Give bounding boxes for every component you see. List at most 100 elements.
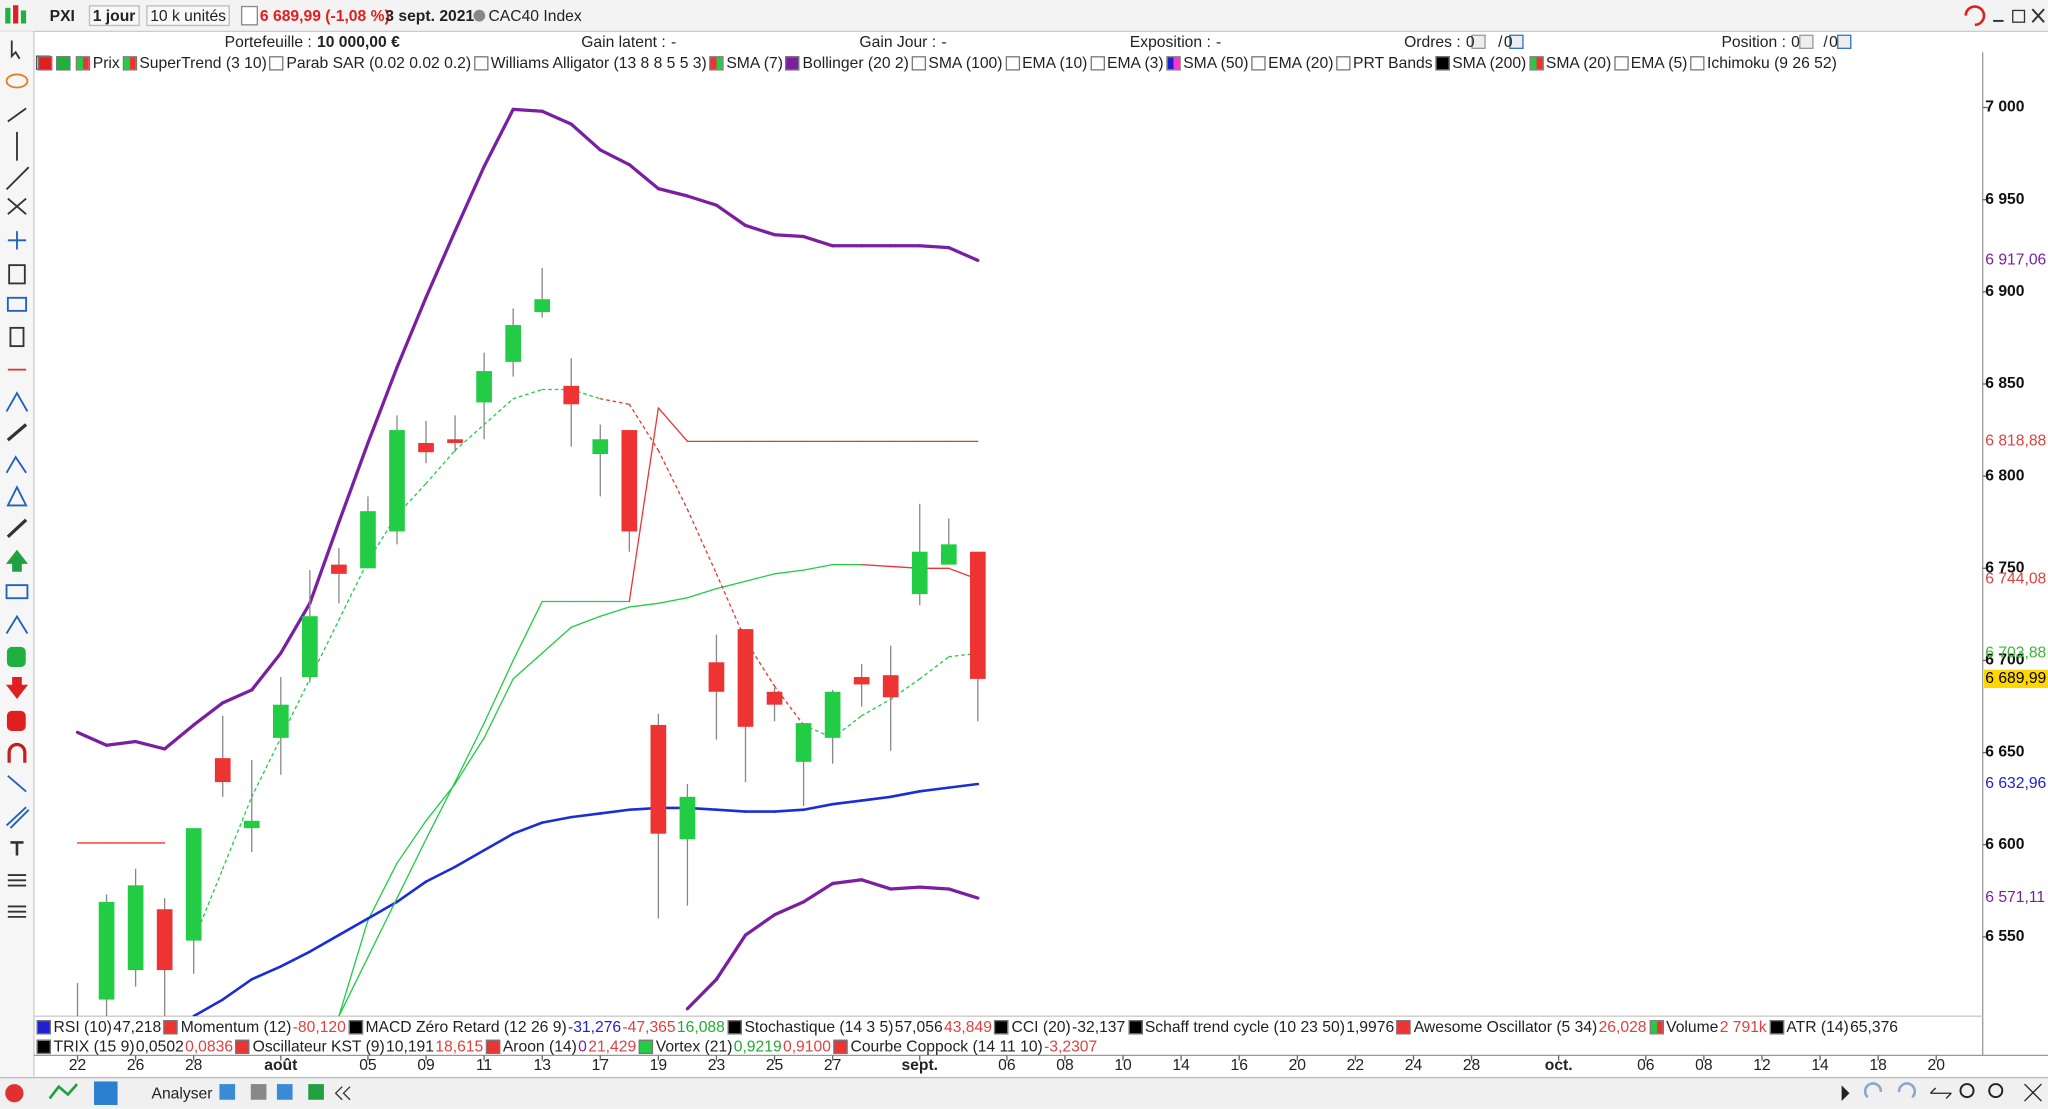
- text-tool[interactable]: [10, 841, 24, 856]
- indicator-line: [424, 865, 457, 883]
- oscillator-legend: RSI (10) 47,218 Momentum (12) -80,120 MACD Z…: [34, 1017, 1899, 1036]
- indicator-line: [889, 885, 922, 891]
- indicator-line: [714, 203, 748, 228]
- account-value: 0: [1465, 32, 1475, 51]
- menu-button[interactable]: [5, 1084, 24, 1103]
- share-button[interactable]: [94, 1081, 118, 1105]
- bottom-icons[interactable]: [5, 1081, 2042, 1105]
- indicator-line: [482, 832, 515, 852]
- indicator-line: [715, 808, 747, 813]
- account-label: Gain latent :: [581, 32, 666, 51]
- up-arrow-tool[interactable]: [5, 549, 28, 572]
- y-tick-label: 6 800: [1985, 467, 2024, 484]
- comment-button[interactable]: [219, 1084, 236, 1100]
- chart-type-icon[interactable]: [5, 7, 11, 24]
- indicator-line: [221, 688, 254, 705]
- redo-button[interactable]: [1897, 1082, 1917, 1099]
- sell-tool[interactable]: [6, 710, 26, 732]
- zoom-tool[interactable]: [7, 775, 27, 793]
- indicator-name: EMA (3): [1106, 53, 1164, 72]
- indicator-name: Prix: [92, 53, 120, 72]
- x-tick-label: 22: [1347, 1057, 1364, 1074]
- indicator-button[interactable]: [308, 1084, 324, 1100]
- tool-icons[interactable]: [5, 40, 30, 918]
- oscillator-value: 26,028: [1598, 1017, 1647, 1036]
- fit-button[interactable]: [1929, 1087, 1952, 1099]
- scroll-right[interactable]: [1841, 1085, 1850, 1102]
- chart-type-icon[interactable]: [13, 5, 19, 24]
- symbol[interactable]: PXI: [49, 6, 75, 25]
- indicator-line: [396, 820, 427, 864]
- legend-swatch: [348, 1019, 363, 1034]
- zoom-out-button[interactable]: [1959, 1083, 1975, 1099]
- zoom-in-button[interactable]: [1988, 1083, 2004, 1099]
- rect-tool[interactable]: [6, 296, 28, 312]
- candle-body: [98, 901, 115, 1000]
- price-label: 6 703,88: [1985, 644, 2046, 661]
- magnet-tool[interactable]: [7, 742, 27, 763]
- arrow-tool[interactable]: [6, 423, 28, 442]
- period-select[interactable]: 1 jour: [88, 5, 140, 27]
- delete-tool[interactable]: [9, 326, 25, 348]
- x-tick-label: 22: [69, 1057, 86, 1074]
- chart-button[interactable]: [48, 1083, 79, 1100]
- oscillator-value: -80,120: [292, 1017, 346, 1036]
- position-icon[interactable]: [1837, 34, 1852, 49]
- indicator-line: [919, 656, 950, 680]
- percent-tool[interactable]: [5, 584, 29, 600]
- segment-tool[interactable]: [7, 107, 27, 123]
- print-button[interactable]: [250, 1084, 267, 1100]
- buy-tool[interactable]: [6, 646, 26, 668]
- account-value: 0: [1829, 32, 1838, 51]
- list-tool[interactable]: [7, 905, 27, 918]
- cursor-tool[interactable]: [10, 40, 21, 60]
- oscillator-value: 65,376: [1850, 1017, 1899, 1036]
- copy-tool[interactable]: [8, 264, 26, 285]
- undo-button[interactable]: [1863, 1082, 1883, 1099]
- fan-tool[interactable]: [5, 455, 27, 474]
- fib-tool[interactable]: [7, 197, 27, 215]
- triangle-tool[interactable]: [6, 485, 28, 507]
- down-arrow-tool[interactable]: [5, 676, 28, 699]
- pitchfork-tool[interactable]: [5, 614, 29, 634]
- expand-button[interactable]: [2024, 1083, 2042, 1102]
- ellipse-tool[interactable]: [5, 73, 29, 89]
- oscillator-name: Courbe Coppock (14 11 10): [850, 1037, 1043, 1056]
- indicator-line: [279, 601, 312, 655]
- indicator-line: [454, 722, 485, 783]
- x-tick-label: 17: [592, 1057, 609, 1074]
- info-button[interactable]: [240, 5, 258, 26]
- parallel-tool[interactable]: [5, 806, 30, 829]
- move-tool[interactable]: [7, 231, 27, 250]
- indicator-line: [686, 587, 718, 599]
- chart-type-icon[interactable]: [20, 10, 27, 24]
- legend-swatch: [994, 1019, 1009, 1034]
- pointer-tool[interactable]: [6, 518, 28, 539]
- indicator-line: [801, 234, 835, 248]
- line-tool[interactable]: [5, 166, 30, 191]
- y-tick-label: 6 950: [1985, 191, 2024, 208]
- units-select[interactable]: 10 k unités: [146, 5, 230, 27]
- account-item: Position :0/0: [1721, 33, 1837, 51]
- maximize-button[interactable]: [2012, 9, 2026, 23]
- channel-tool[interactable]: [5, 391, 29, 412]
- x-tick-label: 08: [1056, 1057, 1074, 1074]
- list-tool[interactable]: [7, 874, 27, 887]
- indicator-line: [512, 652, 543, 680]
- window-button[interactable]: [276, 1084, 293, 1100]
- x-tick-label: 20: [1289, 1057, 1307, 1074]
- close-button[interactable]: [2031, 8, 2045, 23]
- legend-swatch: [727, 1019, 742, 1034]
- collapse-button[interactable]: [334, 1086, 351, 1101]
- order-icon[interactable]: [1471, 34, 1486, 49]
- refresh-button[interactable]: [1964, 5, 1986, 27]
- analyser-button[interactable]: Analyser: [151, 1084, 213, 1103]
- indicator-line: [453, 164, 486, 233]
- order-icon[interactable]: [1509, 34, 1524, 49]
- candle-body: [534, 299, 551, 313]
- oscillator-name: Aroon (14): [502, 1037, 577, 1056]
- indicator-line: [222, 796, 253, 870]
- position-icon[interactable]: [1799, 34, 1814, 49]
- indicator-line: [685, 194, 719, 207]
- candle-body: [911, 551, 928, 595]
